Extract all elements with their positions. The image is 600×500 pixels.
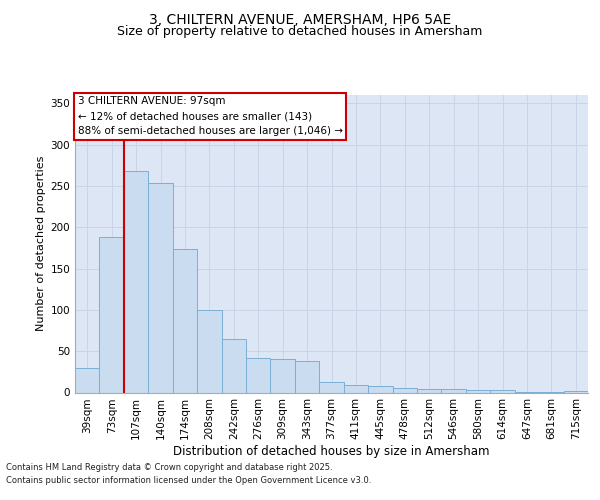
Bar (197, 310, 221, 392)
Bar (100, 237, 124, 392)
Bar (344, 385, 368, 392)
Bar (271, 360, 295, 392)
Bar (417, 389, 442, 392)
Bar (221, 339, 246, 392)
Bar (466, 390, 490, 392)
Bar (392, 388, 417, 392)
Bar (295, 361, 319, 392)
Text: Contains HM Land Registry data © Crown copyright and database right 2025.: Contains HM Land Registry data © Crown c… (6, 462, 332, 471)
Bar (563, 391, 588, 392)
Bar (246, 358, 271, 392)
Text: 3 CHILTERN AVENUE: 97sqm
← 12% of detached houses are smaller (143)
88% of semi-: 3 CHILTERN AVENUE: 97sqm ← 12% of detach… (77, 96, 343, 136)
Bar (148, 184, 173, 392)
Bar (442, 389, 466, 392)
Bar (75, 368, 100, 392)
Text: 3, CHILTERN AVENUE, AMERSHAM, HP6 5AE: 3, CHILTERN AVENUE, AMERSHAM, HP6 5AE (149, 12, 451, 26)
Bar (490, 390, 515, 392)
Bar (319, 382, 344, 392)
Text: Contains public sector information licensed under the Open Government Licence v3: Contains public sector information licen… (6, 476, 371, 485)
Text: Size of property relative to detached houses in Amersham: Size of property relative to detached ho… (118, 25, 482, 38)
Y-axis label: Number of detached properties: Number of detached properties (36, 156, 46, 332)
Bar (173, 248, 197, 392)
X-axis label: Distribution of detached houses by size in Amersham: Distribution of detached houses by size … (173, 445, 490, 458)
Bar (368, 386, 392, 392)
Bar (124, 171, 148, 392)
